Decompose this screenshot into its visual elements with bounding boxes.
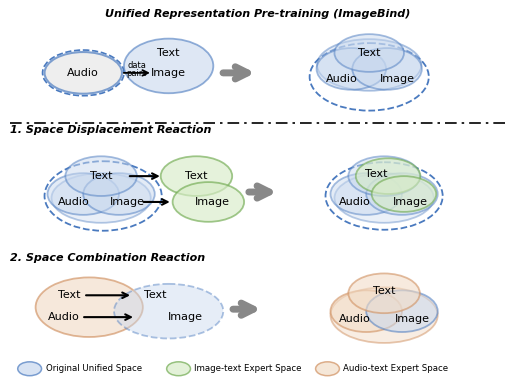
Text: Text: Text: [58, 290, 80, 300]
Text: Text: Text: [185, 171, 208, 181]
Text: pairs: pairs: [126, 69, 147, 78]
Text: Image: Image: [394, 314, 429, 324]
Ellipse shape: [18, 362, 42, 376]
Text: data: data: [127, 62, 147, 71]
Text: Audio: Audio: [68, 68, 99, 78]
Text: Original Unified Space: Original Unified Space: [45, 364, 142, 373]
Text: Text: Text: [144, 290, 167, 300]
Ellipse shape: [317, 39, 422, 91]
Ellipse shape: [330, 290, 402, 332]
Ellipse shape: [173, 182, 244, 222]
Ellipse shape: [356, 158, 421, 194]
Text: 2. Space Combination Reaction: 2. Space Combination Reaction: [10, 253, 205, 262]
Text: Text: Text: [90, 171, 112, 181]
Ellipse shape: [352, 48, 422, 90]
Ellipse shape: [330, 173, 402, 215]
Ellipse shape: [167, 362, 190, 376]
Text: Audio: Audio: [57, 197, 89, 207]
Text: Audio: Audio: [338, 314, 370, 324]
Ellipse shape: [372, 176, 436, 212]
Ellipse shape: [334, 34, 404, 72]
Ellipse shape: [36, 277, 143, 337]
Text: Image: Image: [109, 197, 144, 207]
Text: Text: Text: [358, 48, 380, 58]
Text: Image: Image: [195, 197, 230, 207]
Text: Audio: Audio: [326, 74, 357, 84]
Ellipse shape: [317, 48, 386, 90]
Text: Audio: Audio: [338, 197, 370, 207]
Text: Image-text Expert Space: Image-text Expert Space: [195, 364, 302, 373]
Ellipse shape: [44, 52, 122, 94]
Ellipse shape: [334, 173, 434, 223]
Text: Text: Text: [157, 48, 180, 58]
Ellipse shape: [83, 173, 155, 215]
Ellipse shape: [366, 173, 438, 215]
Text: Audio-text Expert Space: Audio-text Expert Space: [343, 364, 448, 373]
Text: Text: Text: [365, 169, 388, 179]
Text: Image: Image: [392, 197, 427, 207]
Ellipse shape: [160, 156, 232, 196]
Ellipse shape: [316, 362, 340, 376]
Ellipse shape: [348, 156, 420, 196]
Text: Audio: Audio: [47, 312, 79, 322]
Text: Image: Image: [151, 68, 186, 78]
Text: Image: Image: [379, 74, 414, 84]
Text: Image: Image: [168, 312, 203, 322]
Ellipse shape: [124, 39, 213, 93]
Text: Text: Text: [373, 286, 395, 296]
Ellipse shape: [66, 156, 137, 196]
Ellipse shape: [330, 287, 438, 343]
Text: Unified Representation Pre-training (ImageBind): Unified Representation Pre-training (Ima…: [105, 9, 411, 20]
Ellipse shape: [348, 273, 420, 313]
Ellipse shape: [52, 173, 151, 223]
Ellipse shape: [366, 290, 438, 332]
Ellipse shape: [114, 284, 223, 339]
Text: 1. Space Displacement Reaction: 1. Space Displacement Reaction: [10, 126, 211, 135]
Ellipse shape: [47, 173, 119, 215]
